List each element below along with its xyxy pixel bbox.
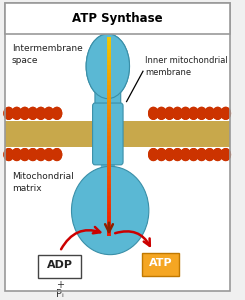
Text: ADP: ADP bbox=[47, 260, 73, 270]
Text: ATP: ATP bbox=[149, 259, 172, 269]
Circle shape bbox=[197, 149, 206, 161]
Circle shape bbox=[181, 107, 190, 119]
Bar bbox=[5, 34, 230, 291]
Text: +: + bbox=[56, 280, 64, 290]
Circle shape bbox=[12, 149, 21, 161]
Circle shape bbox=[221, 149, 230, 161]
Circle shape bbox=[4, 149, 13, 161]
Circle shape bbox=[189, 107, 198, 119]
Circle shape bbox=[44, 107, 54, 119]
Text: Intermembrane
space: Intermembrane space bbox=[12, 44, 83, 65]
Circle shape bbox=[28, 149, 37, 161]
FancyBboxPatch shape bbox=[142, 254, 179, 276]
Circle shape bbox=[36, 149, 46, 161]
Circle shape bbox=[173, 149, 182, 161]
Circle shape bbox=[221, 149, 230, 161]
Circle shape bbox=[213, 107, 222, 119]
Circle shape bbox=[205, 107, 214, 119]
Text: Inner mitochondrial
membrane: Inner mitochondrial membrane bbox=[145, 56, 228, 76]
Circle shape bbox=[52, 149, 61, 161]
Text: H⁺: H⁺ bbox=[114, 26, 127, 36]
Circle shape bbox=[20, 149, 29, 161]
Circle shape bbox=[173, 107, 182, 119]
Circle shape bbox=[12, 107, 21, 119]
Circle shape bbox=[4, 107, 13, 119]
Circle shape bbox=[173, 107, 182, 119]
Circle shape bbox=[197, 107, 206, 119]
Circle shape bbox=[189, 107, 198, 119]
Circle shape bbox=[213, 149, 222, 161]
Circle shape bbox=[197, 107, 206, 119]
Circle shape bbox=[149, 107, 158, 119]
Text: Mitochondrial
matrix: Mitochondrial matrix bbox=[12, 172, 74, 193]
Bar bbox=[5, 3, 230, 34]
Circle shape bbox=[44, 149, 54, 161]
Circle shape bbox=[149, 107, 158, 119]
Circle shape bbox=[149, 149, 158, 161]
Circle shape bbox=[165, 149, 174, 161]
Circle shape bbox=[28, 149, 37, 161]
Circle shape bbox=[157, 149, 166, 161]
FancyBboxPatch shape bbox=[38, 255, 81, 278]
Circle shape bbox=[213, 107, 222, 119]
Circle shape bbox=[157, 107, 166, 119]
Circle shape bbox=[205, 107, 214, 119]
Circle shape bbox=[189, 149, 198, 161]
Circle shape bbox=[28, 107, 37, 119]
Circle shape bbox=[157, 107, 166, 119]
Text: Pᵢ: Pᵢ bbox=[56, 289, 64, 299]
Circle shape bbox=[165, 107, 174, 119]
Circle shape bbox=[165, 149, 174, 161]
FancyBboxPatch shape bbox=[95, 76, 121, 115]
Circle shape bbox=[213, 149, 222, 161]
Circle shape bbox=[205, 149, 214, 161]
Circle shape bbox=[197, 149, 206, 161]
Circle shape bbox=[36, 149, 46, 161]
Circle shape bbox=[221, 107, 230, 119]
Circle shape bbox=[157, 149, 166, 161]
Circle shape bbox=[20, 107, 29, 119]
Circle shape bbox=[4, 107, 13, 119]
Circle shape bbox=[44, 149, 54, 161]
Circle shape bbox=[205, 149, 214, 161]
Circle shape bbox=[52, 107, 61, 119]
Circle shape bbox=[12, 107, 21, 119]
Ellipse shape bbox=[72, 166, 149, 255]
Circle shape bbox=[36, 107, 46, 119]
Circle shape bbox=[4, 149, 13, 161]
Circle shape bbox=[20, 107, 29, 119]
FancyBboxPatch shape bbox=[101, 87, 115, 199]
Circle shape bbox=[20, 149, 29, 161]
Circle shape bbox=[181, 149, 190, 161]
Circle shape bbox=[173, 149, 182, 161]
Circle shape bbox=[149, 149, 158, 161]
Circle shape bbox=[12, 149, 21, 161]
FancyBboxPatch shape bbox=[93, 103, 123, 165]
Circle shape bbox=[28, 107, 37, 119]
Circle shape bbox=[181, 149, 190, 161]
Ellipse shape bbox=[86, 34, 130, 99]
Circle shape bbox=[189, 149, 198, 161]
Bar bbox=[5, 121, 230, 147]
Circle shape bbox=[52, 149, 61, 161]
Circle shape bbox=[181, 107, 190, 119]
Circle shape bbox=[165, 107, 174, 119]
Text: ATP Synthase: ATP Synthase bbox=[72, 12, 162, 25]
Circle shape bbox=[36, 107, 46, 119]
Circle shape bbox=[221, 107, 230, 119]
Circle shape bbox=[44, 107, 54, 119]
Ellipse shape bbox=[86, 34, 130, 99]
Circle shape bbox=[52, 107, 61, 119]
